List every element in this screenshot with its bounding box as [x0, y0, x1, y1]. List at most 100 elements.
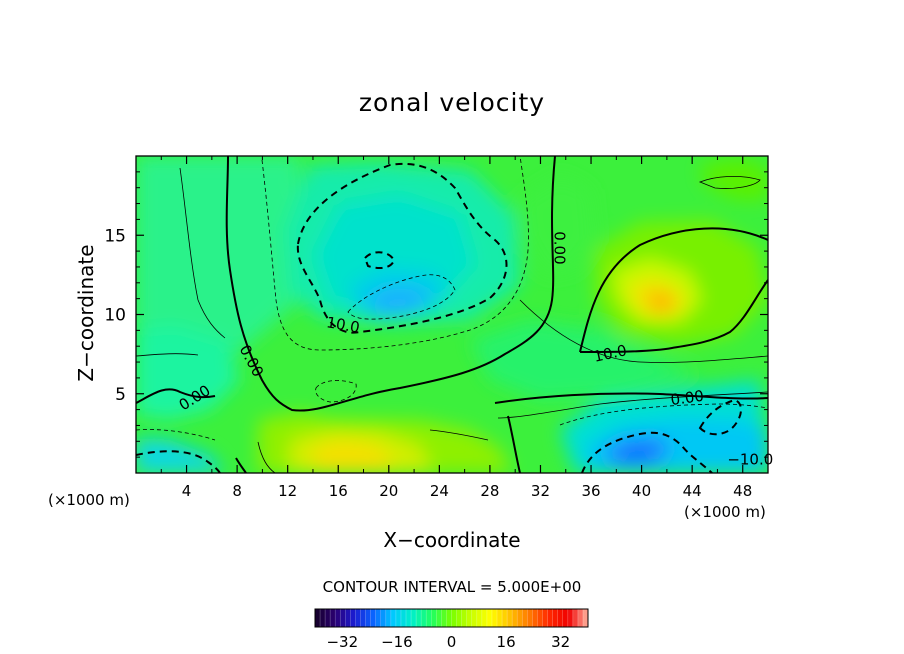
- field-patch-8: [648, 292, 676, 312]
- colorbar-tick-label-2: 0: [447, 633, 457, 651]
- colorbar-cell-45: [542, 609, 548, 627]
- contour-line-14: [497, 391, 768, 419]
- contour-line-18: [261, 156, 529, 351]
- contour-interval-label: CONTOUR INTERVAL = 5.000E+00: [322, 578, 582, 596]
- colorbar-cell-49: [562, 609, 569, 627]
- x-tick-label-6: 28: [480, 482, 499, 500]
- colorbar-cell-41: [522, 609, 528, 627]
- x-tick-label-9: 40: [632, 482, 651, 500]
- colorbar-cell-23: [431, 609, 437, 627]
- colorbar-cell-48: [557, 609, 564, 627]
- colorbar-cell-6: [345, 609, 351, 627]
- colorbar-cell-13: [380, 609, 387, 627]
- contour-line-13: [519, 299, 768, 363]
- colorbar-cell-21: [421, 609, 427, 627]
- x-tick-label-5: 24: [430, 482, 449, 500]
- contour-line-4: [235, 457, 247, 473]
- colorbar-cell-28: [456, 609, 462, 627]
- colorbar-cell-25: [441, 609, 447, 627]
- field-patch-20: [520, 175, 595, 275]
- colorbar-cell-24: [436, 609, 442, 627]
- contour-line-21: [559, 403, 768, 426]
- colorbar-cell-39: [512, 609, 518, 627]
- colorbar-cell-22: [426, 609, 432, 627]
- contour-line-12: [136, 353, 199, 357]
- colorbar-cell-18: [406, 609, 412, 627]
- colorbar-cell-14: [385, 609, 392, 627]
- x-tick-label-3: 16: [329, 482, 348, 500]
- colorbar-cell-46: [547, 609, 553, 627]
- x-axis-label: X−coordinate: [383, 528, 521, 552]
- field-patch-19: [700, 158, 768, 200]
- colorbar-cell-44: [537, 609, 543, 627]
- colorbar-cell-29: [461, 609, 467, 627]
- colorbar-cell-38: [507, 609, 513, 627]
- colorbar-cell-53: [582, 609, 589, 627]
- contour-line-22: [136, 429, 216, 441]
- colorbar-cell-5: [340, 609, 346, 627]
- y-tick-label-2: 15: [104, 226, 126, 246]
- colorbar-cell-32: [476, 609, 483, 627]
- contour-label-3: 0.00: [669, 387, 705, 409]
- colorbar-cell-47: [552, 609, 558, 627]
- field-patch-4: [367, 288, 430, 314]
- colorbar-cell-8: [355, 609, 361, 627]
- x-tick-label-7: 32: [531, 482, 550, 500]
- colorbar-cell-51: [572, 609, 579, 627]
- contour-line-19: [347, 274, 456, 320]
- contour-label-4: 10.0: [325, 313, 361, 337]
- field-patch-16: [136, 438, 225, 473]
- colorbar-cell-1: [320, 609, 326, 627]
- colorbar-cell-30: [466, 609, 473, 627]
- contour-label-group-3: 0.00: [669, 387, 705, 409]
- contour-line-9: [581, 431, 713, 473]
- colorbar-cell-15: [390, 609, 397, 627]
- x-tick-label-10: 44: [683, 482, 702, 500]
- colorbar: −32 −16 0 16 32: [314, 608, 589, 651]
- colorbar-tick-label-1: −16: [381, 633, 413, 651]
- x-tick-label-8: 36: [581, 482, 600, 500]
- colorbar-cell-10: [365, 609, 371, 627]
- x-tick-label-2: 12: [278, 482, 297, 500]
- field-patch-15: [618, 444, 656, 462]
- colorbar-cell-3: [330, 609, 336, 627]
- contour-line-8: [136, 450, 221, 473]
- contour-line-2: [494, 392, 768, 404]
- colorbar-cell-17: [400, 609, 407, 627]
- colorbar-cell-19: [411, 609, 417, 627]
- colorbar-tick-label-3: 16: [497, 633, 516, 651]
- contour-lines: [136, 156, 768, 473]
- colorbar-cell-16: [395, 609, 402, 627]
- contour-label-group-2: 0.00: [551, 231, 569, 264]
- colorbar-cell-9: [360, 609, 366, 627]
- colorbar-tick-label-4: 32: [551, 633, 570, 651]
- colorbar-cell-0: [315, 609, 321, 627]
- x-axis-unit-left: (×1000 m): [48, 491, 130, 509]
- colorbar-cell-26: [446, 609, 452, 627]
- colorbar-cell-27: [451, 609, 457, 627]
- colorbar-tick-label-0: −32: [326, 633, 358, 651]
- contour-line-11: [179, 167, 226, 339]
- contour-line-0: [225, 156, 556, 412]
- colorbar-cell-12: [375, 609, 382, 627]
- contour-line-10: [698, 398, 742, 436]
- contour-line-3: [507, 415, 521, 473]
- contour-label-group-4: 10.0: [325, 313, 361, 337]
- colorbar-cell-40: [517, 609, 523, 627]
- colorbar-cell-36: [497, 609, 503, 627]
- colorbar-frame: [314, 608, 589, 628]
- contour-label-group-6: −10.0: [727, 451, 773, 469]
- colorbar-cell-43: [532, 609, 538, 627]
- field-patch-11: [312, 440, 392, 473]
- colorbar-cell-7: [350, 609, 356, 627]
- x-tick-label-4: 20: [379, 482, 398, 500]
- y-tick-label-1: 10: [104, 306, 126, 326]
- colorbar-cell-4: [335, 609, 341, 627]
- contour-label-6: −10.0: [727, 451, 773, 469]
- x-tick-label-0: 4: [182, 482, 192, 500]
- contour-line-20: [315, 380, 357, 403]
- colorbar-cell-50: [567, 609, 574, 627]
- contour-line-5: [579, 227, 768, 353]
